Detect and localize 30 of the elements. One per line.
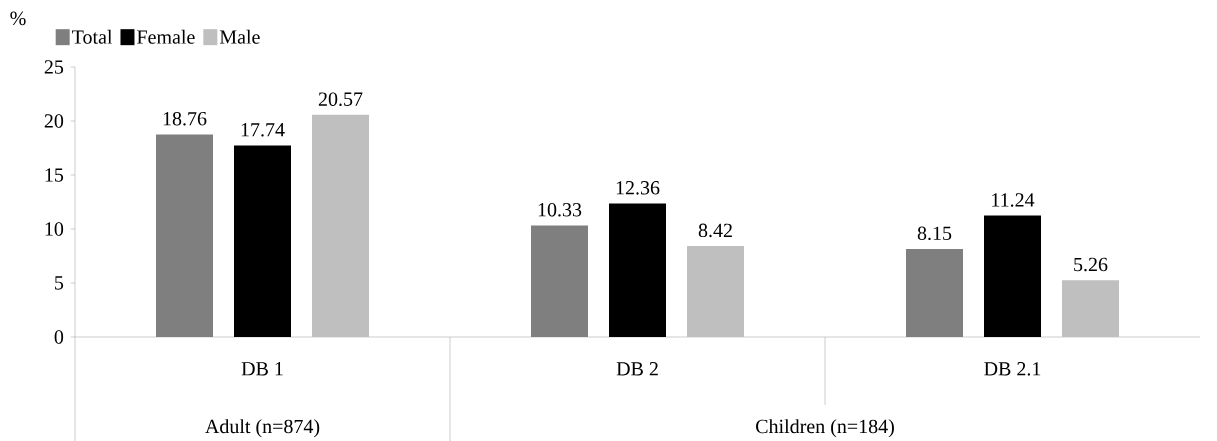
y-axis-title: % — [10, 11, 26, 26]
text: Children (n=184) — [756, 419, 894, 438]
data-label: 11.24 — [992, 193, 1035, 207]
bar — [687, 246, 744, 337]
data-label: 12.36 — [616, 181, 660, 195]
legend-label: Female — [137, 29, 195, 44]
data-label: 8.15 — [917, 226, 952, 241]
y-tick-label: 15 — [45, 168, 64, 182]
data-label: 8.42 — [698, 223, 732, 238]
bar — [1062, 280, 1120, 337]
bar — [234, 145, 291, 337]
y-tick-label: 5 — [55, 276, 64, 290]
legend-label: Total — [72, 29, 113, 44]
data-label: 18.76 — [163, 111, 207, 126]
bar — [609, 203, 666, 337]
text: Adult (n=874) — [205, 419, 320, 438]
data-label: 5.26 — [1074, 257, 1108, 272]
data-label: 20.57 — [318, 92, 363, 106]
y-tick-label: 20 — [44, 114, 64, 128]
y-tick-label: 0 — [54, 330, 64, 344]
x-tick-label: DB 1 — [241, 362, 283, 376]
data-label: 10.33 — [538, 202, 582, 217]
bar — [984, 215, 1042, 337]
y-tick-label: 25 — [44, 60, 64, 74]
y-tick-label: 10 — [45, 222, 64, 236]
legend-label: Male — [219, 29, 260, 44]
x-tick-label: DB 2 — [616, 362, 658, 376]
bar — [312, 114, 369, 337]
data-label: 17.74 — [241, 123, 285, 137]
x-tick-label: DB 2.1 — [984, 362, 1041, 376]
